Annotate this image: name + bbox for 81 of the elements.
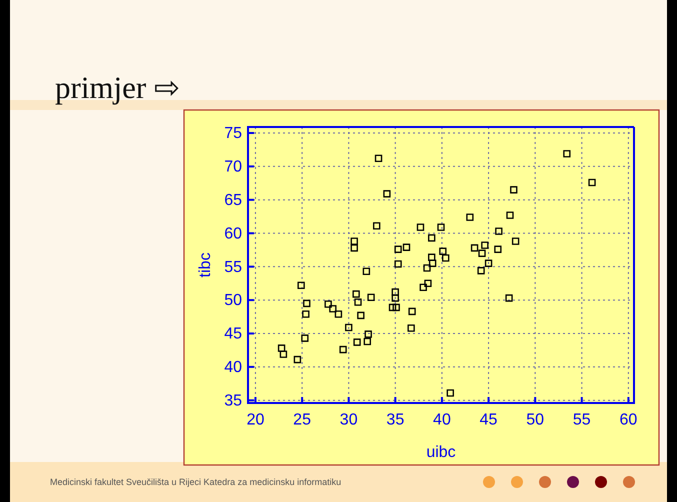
point	[294, 356, 302, 364]
y-tick-label: 65	[224, 192, 242, 209]
point	[383, 190, 391, 198]
x-tick-label: 55	[572, 411, 591, 428]
point	[512, 238, 520, 245]
point	[364, 338, 371, 346]
y-tick-label: 75	[224, 125, 242, 142]
point	[392, 294, 399, 302]
point	[362, 268, 370, 275]
y-tick-label: 70	[224, 158, 242, 176]
point	[302, 310, 310, 318]
x-tick-label: 60	[620, 411, 638, 428]
point	[563, 150, 571, 158]
point	[408, 324, 415, 332]
point	[352, 290, 360, 298]
point	[439, 248, 447, 255]
point	[423, 264, 431, 272]
point	[478, 250, 486, 257]
point	[446, 389, 454, 397]
x-tick-label: 20	[246, 411, 264, 428]
y-tick-label: 45	[224, 326, 242, 343]
text: Medicinski fakultet Sveučilišta u Rijeci Katedra za medicinsku informatiku	[50, 477, 342, 487]
y-tick-label: 60	[224, 225, 242, 242]
point	[334, 310, 342, 318]
x-tick-label: 40	[433, 411, 451, 428]
point	[466, 214, 474, 221]
point	[494, 246, 502, 253]
point	[420, 284, 427, 292]
point	[374, 154, 382, 162]
point	[392, 304, 400, 312]
point	[510, 186, 518, 194]
x-tick-label: 45	[480, 411, 498, 428]
point	[392, 288, 399, 296]
point	[280, 350, 288, 358]
x-tick-label: 30	[340, 411, 358, 428]
point	[278, 344, 286, 352]
point	[408, 308, 416, 316]
point	[350, 244, 358, 252]
point	[353, 338, 361, 346]
point	[588, 178, 596, 186]
point	[303, 300, 310, 308]
y-tick-label: 50	[224, 292, 242, 310]
point	[345, 324, 352, 332]
point	[416, 224, 424, 231]
point	[484, 260, 492, 267]
x-tick-label: 25	[293, 411, 312, 428]
point	[394, 260, 402, 268]
point	[339, 346, 347, 354]
point	[442, 254, 450, 262]
point	[388, 304, 396, 312]
x-tick-label: 35	[386, 411, 404, 428]
point	[324, 300, 332, 308]
point	[402, 244, 410, 251]
point	[329, 305, 336, 312]
point	[297, 282, 305, 290]
point	[428, 254, 436, 261]
point	[357, 312, 364, 320]
point	[505, 294, 513, 302]
point	[354, 298, 362, 306]
point	[506, 212, 514, 219]
y-tick-label: 40	[224, 359, 242, 376]
point	[373, 222, 380, 230]
y-tick-label: 35	[224, 392, 242, 410]
point	[495, 228, 502, 235]
point	[394, 246, 402, 253]
y-axis-title: tibc	[197, 252, 214, 278]
point	[367, 294, 375, 302]
point	[477, 267, 485, 274]
y-tick-label: 55	[224, 258, 242, 276]
point	[301, 334, 309, 342]
x-tick-label: 50	[526, 411, 544, 428]
point	[350, 238, 358, 245]
point	[481, 242, 488, 249]
chart-title: primjer ⇨	[55, 70, 180, 105]
point	[428, 234, 436, 242]
point	[470, 244, 478, 252]
point	[364, 330, 372, 338]
x-axis-title: uibc	[426, 444, 456, 461]
point	[437, 224, 445, 231]
point	[428, 260, 436, 267]
point	[424, 280, 432, 288]
